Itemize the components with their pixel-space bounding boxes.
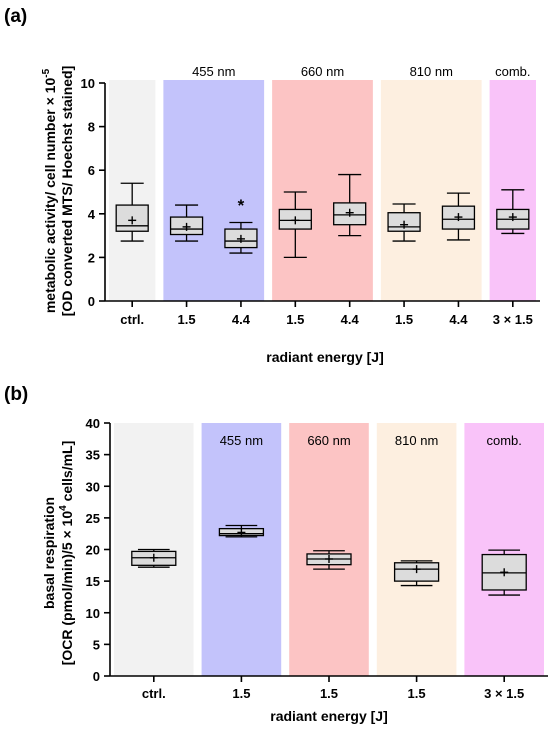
x-tick-label-1: 1.5	[232, 686, 250, 701]
box-1	[218, 524, 265, 538]
y-tick-label: 35	[86, 448, 100, 463]
panel-a-boxes: *	[115, 173, 530, 259]
band-label-4: comb.	[495, 64, 530, 79]
band-label-4: comb.	[486, 433, 521, 448]
y-tick-label: 25	[86, 511, 100, 526]
x-tick-label-1: 1.5	[178, 312, 196, 327]
panel-b-boxes	[131, 524, 527, 596]
y-tick-label: 5	[93, 637, 100, 652]
significance-star-0: *	[238, 196, 245, 215]
box-2	[306, 550, 352, 570]
panel-b-y-axis-title-line2-pre: [OCR (pmol/min)/5 × 10	[59, 511, 75, 666]
y-tick-label: 15	[86, 574, 100, 589]
band-2	[272, 80, 373, 301]
y-tick-label: 0	[93, 669, 100, 684]
y-tick-label: 4	[88, 207, 96, 222]
band-label-2: 660 nm	[301, 64, 344, 79]
panel-b: (b) 455 nm 660 nm 810 nm comb. 0 5 10 15 20 25 30…	[4, 384, 548, 724]
panel-b-wavelength-bands	[114, 423, 544, 676]
panel-a: (a) 455 nm 660 nm 810 nm comb. 0 2 4 6 8 10 * ct…	[4, 6, 540, 365]
x-tick-label-2: 4.4	[232, 312, 251, 327]
x-tick-label-0: ctrl.	[142, 686, 166, 701]
band-2	[289, 423, 369, 676]
y-tick-label: 10	[81, 76, 95, 91]
panel-a-letter: (a)	[4, 6, 27, 27]
band-1	[163, 80, 265, 301]
panel-a-x-axis-title: radiant energy [J]	[266, 349, 383, 365]
box-2	[224, 221, 258, 254]
box-4	[333, 173, 367, 237]
panel-b-axes: 0 5 10 15 20 25 30 35 40	[86, 416, 548, 684]
y-tick-label: 20	[86, 543, 100, 558]
band-1	[201, 423, 282, 676]
panel-a-band-labels: 455 nm 660 nm 810 nm comb.	[192, 64, 530, 79]
panel-b-y-axis-title-line1: basal respiration	[41, 497, 57, 609]
box-6	[441, 192, 476, 241]
box-0	[131, 548, 177, 568]
x-tick-label-4: 4.4	[341, 312, 360, 327]
band-label-1: 455 nm	[220, 433, 263, 448]
panel-a-y-axis-title-line1-text: metabolic activity/ cell number × 10	[42, 78, 58, 314]
box-1	[169, 204, 204, 242]
x-tick-label-6: 4.4	[449, 312, 468, 327]
panel-a-x-tick-labels: ctrl. 1.5 4.4 1.5 4.4 1.5 4.4 3 × 1.5	[120, 312, 533, 327]
panel-b-x-axis-title: radiant energy [J]	[270, 708, 387, 724]
x-tick-label-3: 1.5	[286, 312, 304, 327]
y-tick-label: 0	[88, 294, 95, 309]
band-3	[380, 80, 482, 301]
band-label-1: 455 nm	[192, 64, 235, 79]
x-tick-label-0: ctrl.	[120, 312, 144, 327]
box-7	[496, 189, 530, 235]
band-3	[376, 423, 457, 676]
box-5	[387, 203, 421, 242]
x-tick-label-3: 1.5	[408, 686, 426, 701]
x-tick-label-2: 1.5	[320, 686, 338, 701]
panel-b-band-labels: 455 nm 660 nm 810 nm comb.	[220, 433, 522, 448]
panel-b-letter: (b)	[4, 384, 28, 405]
y-tick-label: 30	[86, 479, 100, 494]
y-tick-label: 40	[86, 416, 100, 431]
box-4	[481, 549, 527, 596]
box-3	[393, 560, 440, 587]
x-tick-label-5: 1.5	[395, 312, 413, 327]
panel-b-x-tick-labels: ctrl. 1.5 1.5 1.5 3 × 1.5	[142, 686, 524, 701]
band-label-3: 810 nm	[395, 433, 438, 448]
box-0	[115, 182, 149, 242]
x-tick-label-7: 3 × 1.5	[493, 312, 533, 327]
band-label-2: 660 nm	[307, 433, 350, 448]
y-tick-label: 6	[88, 163, 95, 178]
band-label-3: 810 nm	[410, 64, 453, 79]
x-tick-label-4: 3 × 1.5	[484, 686, 524, 701]
box-3	[278, 191, 312, 259]
panel-a-wavelength-bands	[109, 80, 536, 301]
y-tick-label: 8	[88, 120, 95, 135]
y-tick-label: 2	[88, 250, 95, 265]
panel-b-y-axis-title-exponent: 4	[58, 505, 69, 511]
panel-a-y-axis-title-line1: metabolic activity/ cell number × 10-5	[41, 68, 58, 313]
y-tick-label: 10	[86, 606, 100, 621]
panel-a-y-axis-title-line2: [OD converted MTS/ Hoechst stained]	[59, 66, 75, 316]
panel-a-axes: 0 2 4 6 8 10	[81, 76, 540, 309]
panel-b-y-axis-title-line2-post: cells/mL]	[59, 441, 75, 506]
panel-b-y-axis-title-line2: [OCR (pmol/min)/5 × 104 cells/mL]	[58, 441, 75, 666]
panel-a-y-axis-title-exponent: -5	[41, 68, 52, 77]
